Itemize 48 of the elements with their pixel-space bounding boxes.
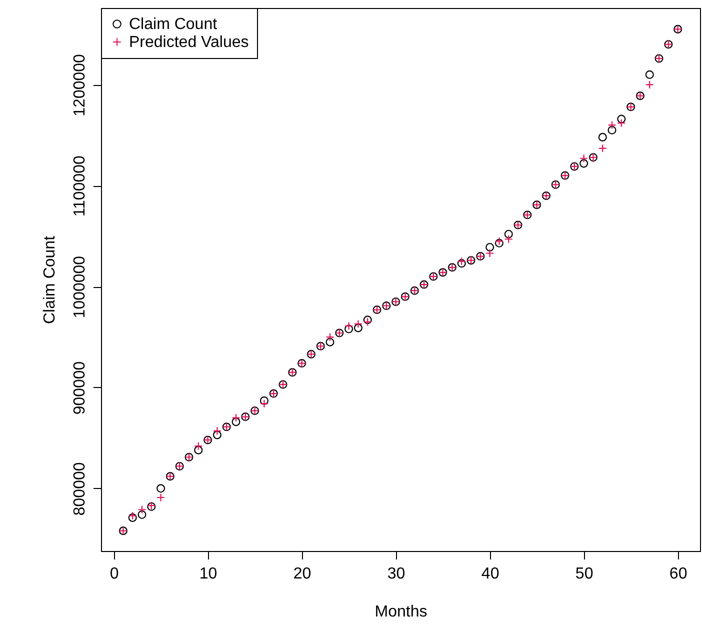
point bbox=[617, 118, 626, 128]
x-tick-label: 10 bbox=[199, 566, 218, 582]
legend-label: Claim Count bbox=[129, 16, 218, 33]
point bbox=[504, 230, 513, 238]
point bbox=[580, 154, 588, 163]
point bbox=[354, 324, 362, 332]
point bbox=[326, 332, 334, 342]
point bbox=[504, 234, 513, 244]
y-axis-title: Claim Count bbox=[42, 235, 58, 324]
point bbox=[212, 426, 222, 436]
point bbox=[354, 320, 362, 328]
y-tick-label: 1200000 bbox=[72, 54, 88, 116]
point bbox=[194, 446, 203, 454]
x-tick-label: 20 bbox=[293, 566, 312, 582]
point bbox=[260, 399, 268, 408]
point bbox=[138, 510, 146, 519]
point bbox=[486, 249, 494, 258]
point bbox=[598, 144, 607, 153]
x-tick-label: 30 bbox=[387, 566, 406, 582]
y-tick-label: 800000 bbox=[72, 462, 88, 516]
y-tick-label: 900000 bbox=[72, 361, 88, 415]
point bbox=[156, 493, 166, 502]
point bbox=[138, 505, 146, 514]
x-tick-label: 50 bbox=[575, 566, 594, 582]
point bbox=[617, 114, 626, 124]
x-tick-label: 0 bbox=[110, 566, 119, 582]
y-tick-label: 1100000 bbox=[72, 155, 88, 217]
point bbox=[645, 80, 654, 89]
x-tick-label: 40 bbox=[481, 566, 500, 582]
point bbox=[608, 120, 616, 130]
point bbox=[580, 159, 588, 168]
point bbox=[344, 324, 354, 334]
legend-label: Predicted Values bbox=[129, 34, 249, 51]
point bbox=[326, 338, 334, 346]
point bbox=[156, 484, 166, 493]
x-tick-label: 60 bbox=[669, 566, 688, 582]
point bbox=[344, 322, 354, 330]
point bbox=[232, 418, 240, 426]
point bbox=[232, 414, 240, 422]
point bbox=[212, 430, 222, 440]
point bbox=[194, 442, 203, 450]
point bbox=[260, 396, 268, 405]
point bbox=[645, 70, 654, 79]
point bbox=[598, 132, 607, 142]
y-tick-label: 1000000 bbox=[72, 256, 88, 318]
point bbox=[608, 126, 616, 134]
point bbox=[486, 242, 494, 252]
x-axis-title: Months bbox=[374, 604, 428, 620]
